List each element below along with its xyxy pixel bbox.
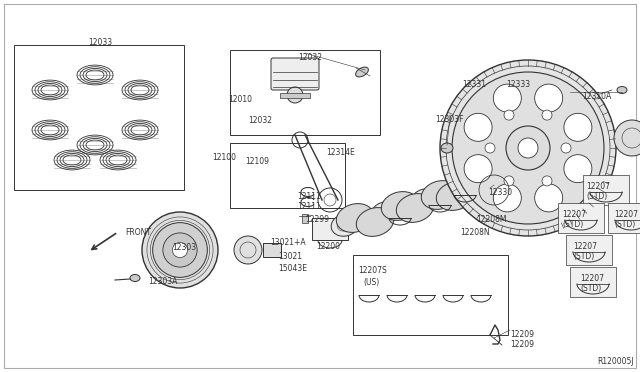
Ellipse shape [356, 67, 369, 77]
Text: 12010: 12010 [228, 95, 252, 104]
Ellipse shape [356, 208, 394, 236]
Text: 12033: 12033 [88, 38, 112, 47]
Circle shape [534, 84, 563, 112]
Bar [230, 50, 380, 135]
Bar [280, 93, 310, 98]
Circle shape [142, 212, 218, 288]
Text: (STD): (STD) [562, 220, 583, 229]
Circle shape [506, 126, 550, 170]
Text: R120005J: R120005J [597, 357, 634, 366]
Text: (STD): (STD) [580, 284, 601, 293]
Bar [14, 45, 184, 190]
Circle shape [534, 184, 563, 212]
Ellipse shape [336, 203, 374, 232]
Text: 12207S: 12207S [358, 266, 387, 275]
Circle shape [452, 72, 604, 224]
FancyBboxPatch shape [271, 58, 319, 90]
Ellipse shape [436, 182, 474, 211]
Ellipse shape [451, 177, 479, 199]
Text: 13021: 13021 [278, 252, 302, 261]
Text: (STD): (STD) [586, 192, 607, 201]
Text: 12299: 12299 [305, 215, 329, 224]
Text: 13021+A: 13021+A [270, 238, 306, 247]
Bar [558, 203, 604, 233]
Bar [583, 175, 629, 205]
Circle shape [564, 155, 592, 183]
Text: 12032: 12032 [248, 116, 272, 125]
Text: 12111: 12111 [297, 202, 321, 211]
Text: 12032: 12032 [298, 53, 322, 62]
Text: 12330: 12330 [488, 188, 512, 197]
Circle shape [561, 143, 571, 153]
Bar [230, 143, 345, 208]
Circle shape [464, 113, 492, 141]
Circle shape [518, 138, 538, 158]
Text: 12209: 12209 [510, 330, 534, 339]
Bar [312, 218, 348, 240]
Text: (STD): (STD) [614, 220, 636, 229]
Circle shape [464, 155, 492, 183]
Ellipse shape [371, 202, 399, 224]
Ellipse shape [130, 275, 140, 282]
Ellipse shape [411, 189, 439, 211]
Text: 12310A: 12310A [582, 92, 611, 101]
Circle shape [287, 87, 303, 103]
Ellipse shape [441, 143, 453, 153]
Text: 12207: 12207 [573, 242, 597, 251]
Circle shape [163, 233, 197, 267]
Text: 12207: 12207 [562, 210, 586, 219]
Ellipse shape [331, 214, 359, 236]
Circle shape [172, 243, 188, 257]
Circle shape [614, 120, 640, 156]
Circle shape [440, 60, 616, 236]
Text: 12207: 12207 [614, 210, 638, 219]
Text: 12209: 12209 [510, 340, 534, 349]
Text: 12303F: 12303F [435, 115, 463, 124]
Text: 12207: 12207 [580, 274, 604, 283]
Circle shape [493, 184, 522, 212]
Text: 12109: 12109 [245, 157, 269, 166]
Ellipse shape [486, 166, 514, 188]
Bar [353, 255, 508, 335]
Ellipse shape [617, 87, 627, 93]
Text: (US): (US) [363, 278, 380, 287]
Ellipse shape [381, 192, 419, 220]
Text: 12331: 12331 [462, 80, 486, 89]
Text: 12208N: 12208N [460, 228, 490, 237]
Text: 12333: 12333 [506, 80, 530, 89]
Text: 12100: 12100 [212, 153, 236, 162]
Bar [566, 235, 612, 265]
Circle shape [152, 222, 207, 278]
Text: 15043E: 15043E [278, 264, 307, 273]
Circle shape [234, 236, 262, 264]
Text: FRONT: FRONT [125, 228, 151, 237]
Bar [570, 267, 616, 297]
Circle shape [542, 110, 552, 120]
Bar [608, 203, 640, 233]
Circle shape [493, 84, 522, 112]
Circle shape [504, 176, 514, 186]
Ellipse shape [396, 193, 434, 222]
Circle shape [542, 176, 552, 186]
Ellipse shape [421, 181, 459, 209]
Text: 12208M: 12208M [476, 215, 506, 224]
Text: (STD): (STD) [573, 252, 595, 261]
Text: 12303: 12303 [172, 243, 196, 252]
Text: 12200: 12200 [316, 242, 340, 251]
Text: 12303A: 12303A [148, 277, 177, 286]
Bar [263, 243, 281, 257]
Text: 12111: 12111 [297, 192, 321, 201]
Bar [302, 214, 308, 223]
Text: 12207: 12207 [586, 182, 610, 191]
Circle shape [504, 110, 514, 120]
Ellipse shape [461, 169, 499, 198]
Circle shape [485, 143, 495, 153]
Circle shape [564, 113, 592, 141]
Text: 12314E: 12314E [326, 148, 355, 157]
